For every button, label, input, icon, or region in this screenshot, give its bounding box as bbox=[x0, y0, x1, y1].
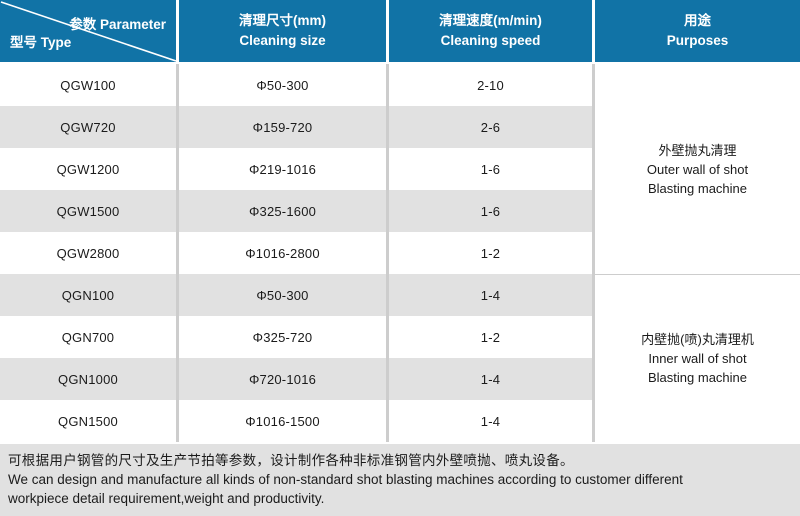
cleaning-size-cell: Φ720-1016 bbox=[179, 358, 386, 400]
model-cell: QGW100 bbox=[0, 64, 176, 106]
purpose-inner-en1: Inner wall of shot bbox=[648, 351, 747, 366]
header-parameter-label: 参数 Parameter bbox=[69, 17, 166, 32]
cleaning-size-cell: Φ1016-1500 bbox=[179, 400, 386, 442]
cleaning-speed-cell: 1-2 bbox=[389, 316, 592, 358]
purpose-inner-wall-cell: 内壁抛(喷)丸清理机 Inner wall of shot Blasting m… bbox=[595, 274, 800, 442]
model-cell: QGW1500 bbox=[0, 190, 176, 232]
header-purposes: 用途 Purposes bbox=[595, 0, 800, 62]
cleaning-size-cell: Φ219-1016 bbox=[179, 148, 386, 190]
purpose-inner-en2: Blasting machine bbox=[648, 370, 747, 385]
purpose-outer-en1: Outer wall of shot bbox=[646, 161, 749, 177]
cleaning-size-cell: Φ50-300 bbox=[179, 64, 386, 106]
header-cleaning-size-zh: 清理尺寸(mm) bbox=[239, 13, 326, 28]
cleaning-speed-cell: 1-2 bbox=[389, 232, 592, 274]
cleaning-speed-cell: 1-6 bbox=[389, 148, 592, 190]
header-cleaning-size: 清理尺寸(mm) Cleaning size bbox=[179, 0, 386, 62]
diagonal-divider-line bbox=[0, 1, 176, 62]
cleaning-size-cell: Φ325-1600 bbox=[179, 190, 386, 232]
cleaning-size-cell: Φ159-720 bbox=[179, 106, 386, 148]
cleaning-speed-cell: 2-6 bbox=[389, 106, 592, 148]
model-cell: QGN100 bbox=[0, 274, 176, 316]
model-cell: QGW1200 bbox=[0, 148, 176, 190]
table-header-row: 参数 Parameter 型号 Type 清理尺寸(mm) Cleaning s… bbox=[0, 0, 800, 62]
purpose-outer-zh: 外壁抛丸清理 bbox=[658, 142, 737, 158]
table-body: 外壁抛丸清理 Outer wall of shot Blasting machi… bbox=[0, 64, 800, 442]
cleaning-speed-cell: 2-10 bbox=[389, 64, 592, 106]
purpose-inner-zh: 内壁抛(喷)丸清理机 bbox=[641, 332, 754, 347]
header-corner-cell: 参数 Parameter 型号 Type bbox=[0, 0, 176, 62]
footer-note-zh: 可根据用户钢管的尺寸及生产节拍等参数，设计制作各种非标准钢管内外壁喷抛、喷丸设备… bbox=[8, 453, 574, 468]
header-cleaning-speed-en: Cleaning speed bbox=[440, 33, 541, 48]
header-cleaning-speed-zh: 清理速度(m/min) bbox=[439, 13, 542, 28]
cleaning-size-cell: Φ50-300 bbox=[179, 274, 386, 316]
model-cell: QGN1000 bbox=[0, 358, 176, 400]
cleaning-size-cell: Φ1016-2800 bbox=[179, 232, 386, 274]
header-type-label: 型号 Type bbox=[10, 35, 72, 50]
footer-note-en-line1: We can design and manufacture all kinds … bbox=[8, 472, 683, 487]
cleaning-speed-cell: 1-4 bbox=[389, 274, 592, 316]
header-cleaning-speed: 清理速度(m/min) Cleaning speed bbox=[389, 0, 592, 62]
cleaning-speed-cell: 1-6 bbox=[389, 190, 592, 232]
header-purposes-en: Purposes bbox=[666, 33, 729, 48]
cleaning-size-cell: Φ325-720 bbox=[179, 316, 386, 358]
header-purposes-zh: 用途 bbox=[684, 13, 711, 28]
purpose-outer-wall-cell: 外壁抛丸清理 Outer wall of shot Blasting machi… bbox=[595, 64, 800, 274]
header-cleaning-size-en: Cleaning size bbox=[239, 33, 326, 48]
footer-note-en-line2: workpiece detail requirement,weight and … bbox=[8, 491, 325, 506]
cleaning-speed-cell: 1-4 bbox=[389, 358, 592, 400]
model-cell: QGW720 bbox=[0, 106, 176, 148]
cleaning-speed-cell: 1-4 bbox=[389, 400, 592, 442]
model-cell: QGN700 bbox=[0, 316, 176, 358]
purpose-outer-en2: Blasting machine bbox=[648, 180, 747, 196]
footer-note: 可根据用户钢管的尺寸及生产节拍等参数，设计制作各种非标准钢管内外壁喷抛、喷丸设备… bbox=[0, 444, 800, 516]
model-cell: QGW2800 bbox=[0, 232, 176, 274]
model-cell: QGN1500 bbox=[0, 400, 176, 442]
